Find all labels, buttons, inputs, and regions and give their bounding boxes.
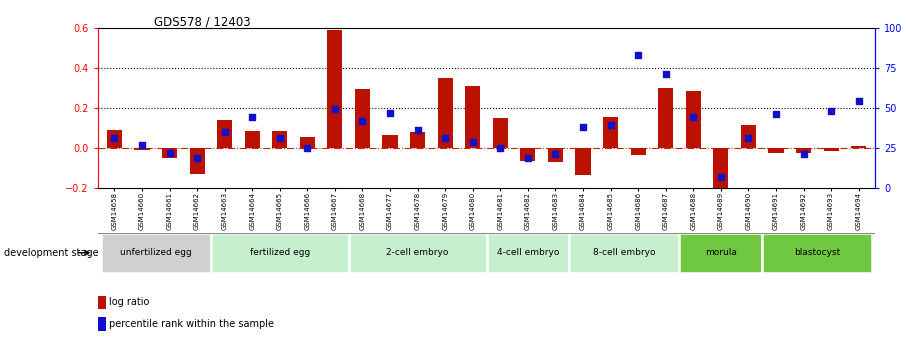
Bar [851, 146, 866, 148]
Text: blastocyst: blastocyst [795, 248, 841, 257]
Point [686, 115, 700, 120]
Bar [796, 148, 811, 153]
Bar [680, 233, 762, 273]
Bar [575, 148, 591, 175]
Bar [134, 148, 149, 150]
Text: 8-cell embryo: 8-cell embryo [593, 248, 656, 257]
Point [438, 136, 452, 141]
Bar [438, 78, 453, 148]
Bar [548, 148, 563, 162]
Bar [520, 148, 535, 161]
Bar [824, 148, 839, 151]
Bar [189, 148, 205, 174]
Bar [487, 233, 569, 273]
Point [741, 136, 756, 141]
Point [521, 155, 535, 160]
Bar [569, 233, 680, 273]
Bar [741, 125, 756, 148]
Bar [211, 233, 349, 273]
Point [575, 124, 590, 130]
Point [190, 155, 205, 160]
Bar [98, 296, 106, 309]
Text: fertilized egg: fertilized egg [250, 248, 310, 257]
Bar [382, 135, 398, 148]
Point [135, 142, 149, 147]
Bar [162, 148, 177, 158]
Point [466, 139, 480, 144]
Point [714, 174, 728, 179]
Point [383, 110, 398, 115]
Text: percentile rank within the sample: percentile rank within the sample [109, 319, 274, 329]
Point [493, 145, 507, 151]
Bar [107, 130, 122, 148]
Point [273, 136, 287, 141]
Bar [349, 233, 487, 273]
Text: 2-cell embryo: 2-cell embryo [387, 248, 448, 257]
Bar [493, 118, 508, 148]
Point [852, 99, 866, 104]
Point [300, 145, 314, 151]
Bar [603, 117, 618, 148]
Point [824, 108, 838, 114]
Point [659, 71, 673, 77]
Bar [300, 137, 315, 148]
Bar [631, 148, 646, 155]
Point [162, 150, 177, 156]
Text: unfertilized egg: unfertilized egg [120, 248, 191, 257]
Point [217, 129, 232, 135]
Text: 4-cell embryo: 4-cell embryo [496, 248, 559, 257]
Bar [355, 89, 370, 148]
Text: GDS578 / 12403: GDS578 / 12403 [154, 16, 251, 29]
Point [245, 115, 259, 120]
Bar [272, 131, 287, 148]
Point [355, 118, 370, 124]
Text: development stage: development stage [4, 248, 98, 258]
Bar [245, 131, 260, 148]
Bar [686, 91, 701, 148]
Point [107, 136, 121, 141]
Bar [410, 132, 425, 148]
Point [548, 151, 563, 157]
Point [410, 128, 425, 133]
Bar [768, 148, 784, 153]
Point [603, 123, 618, 128]
Bar [217, 120, 232, 148]
Point [328, 107, 342, 112]
Bar [101, 233, 211, 273]
Bar [762, 233, 872, 273]
Bar [713, 148, 728, 198]
Bar [465, 86, 480, 148]
Point [631, 52, 645, 58]
Bar [327, 30, 342, 148]
Text: log ratio: log ratio [109, 297, 149, 307]
Point [768, 111, 783, 117]
Bar [98, 317, 106, 331]
Bar [658, 88, 673, 148]
Text: morula: morula [705, 248, 737, 257]
Point [796, 151, 811, 157]
